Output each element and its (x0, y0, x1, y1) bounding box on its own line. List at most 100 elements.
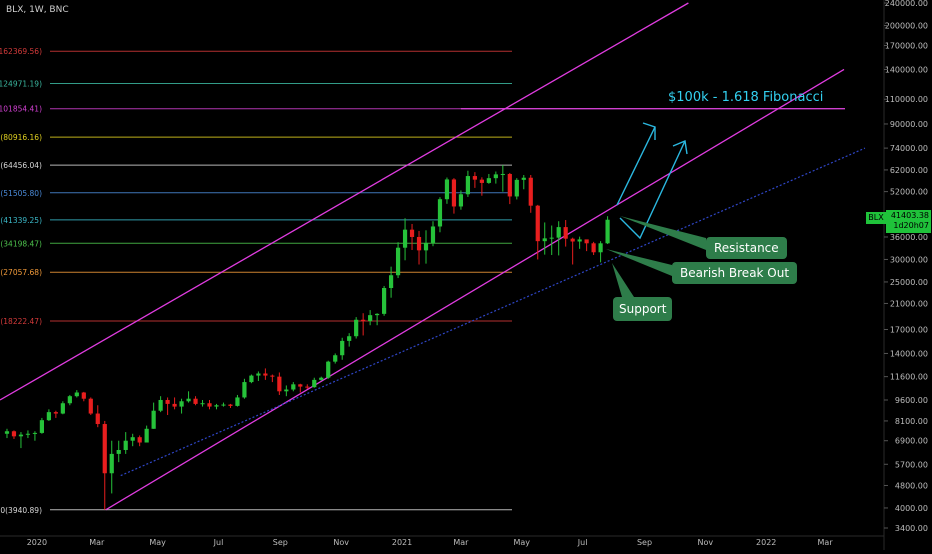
candle-body (361, 319, 366, 322)
x-tick-label: May (149, 538, 166, 547)
x-tick-label: 2020 (27, 538, 47, 547)
breakout-pointer (606, 249, 672, 276)
fib-level-label: 2(124971.19) (0, 79, 42, 88)
candle-body (221, 404, 226, 406)
y-tick-label: 17000.00 (890, 326, 928, 335)
fibonacci-levels: 0(3940.89) 0.236(18222.47) 0.382(27057.68)… (0, 47, 845, 515)
candle-body (151, 410, 156, 429)
projection-arrow-1-head (642, 122, 656, 140)
candle-body (312, 379, 317, 388)
fib-level-label: 0.382(27057.68) (0, 268, 42, 277)
projection-arrow-2-head (672, 140, 688, 155)
y-tick-label: 3400.00 (895, 524, 928, 533)
x-tick-label: Sep (273, 538, 288, 547)
y-tick-label: 5700.00 (895, 460, 928, 469)
candle-body (458, 194, 464, 207)
y-tick-label: 62000.00 (890, 166, 928, 175)
last-price-tag: 41403.38 1d20h07 (886, 210, 931, 233)
x-tick-label: May (514, 538, 531, 547)
candle-body (137, 437, 142, 443)
fib-level-label: 1(64456.04) (0, 161, 42, 170)
candle-body (179, 401, 184, 407)
candle-body (326, 361, 331, 378)
support-pointer (612, 263, 634, 297)
candle-body (53, 412, 58, 414)
candle-body (598, 243, 603, 253)
candle-body (514, 179, 519, 197)
resistance-pointer (620, 216, 706, 250)
candle-body (193, 398, 198, 404)
candle-body (479, 179, 484, 183)
x-tick-label: Nov (333, 538, 349, 547)
candle-body (11, 431, 17, 437)
candle-body (200, 403, 205, 405)
candle-body (242, 382, 247, 398)
candle-body (158, 399, 163, 411)
candle-body (214, 405, 219, 407)
channel-line (105, 68, 845, 511)
candle-body (25, 433, 31, 435)
y-tick-label: 74000.00 (890, 144, 928, 153)
x-tick-label: Jul (577, 538, 588, 547)
x-tick-label: Mar (818, 538, 834, 547)
y-tick-label: 14000.00 (890, 349, 928, 358)
fib-level-label: 0.618(41339.25) (0, 216, 42, 225)
y-tick-label: 200000.00 (885, 21, 928, 30)
candle-body (67, 396, 72, 404)
candle-body (605, 219, 610, 244)
candle-body (577, 239, 582, 242)
y-tick-label: 140000.00 (885, 65, 928, 74)
candle-body (263, 373, 268, 376)
fib-level-label: 0.786(51505.80) (0, 189, 42, 198)
candle-body (430, 226, 436, 243)
candle-body (437, 199, 443, 227)
candle-body (46, 412, 51, 421)
candle-body (535, 205, 540, 242)
candle-body (416, 236, 422, 251)
candle-body (500, 173, 505, 175)
candle-body (340, 340, 345, 356)
y-tick-label: 170000.00 (885, 42, 928, 51)
candle-body (88, 398, 93, 414)
resistance-callout: Resistance (706, 237, 787, 259)
candle-body (144, 428, 149, 443)
projection-arrow-1 (616, 126, 656, 206)
y-tick-label: 25000.00 (890, 278, 928, 287)
candle-body (354, 319, 359, 337)
candle-body (521, 177, 526, 180)
candle-body (549, 237, 554, 239)
candle-body (291, 384, 296, 390)
candle-body (493, 174, 498, 179)
trend-lines (0, 2, 866, 511)
y-tick-label: 11600.00 (890, 373, 928, 382)
candle-body (39, 420, 45, 433)
y-tick-label: 36000.00 (890, 233, 928, 242)
candle-body (409, 229, 415, 237)
y-tick-label: 6900.00 (895, 437, 928, 446)
candle-body (277, 376, 282, 392)
symbol-label: BLX, 1W, BNC (6, 5, 69, 15)
x-tick-label: 2021 (392, 538, 412, 547)
candle-body (451, 179, 457, 207)
candle-body (298, 384, 303, 387)
candle-body (556, 227, 561, 238)
price-ticker-tag: BLX (866, 212, 886, 224)
candle-body (486, 178, 491, 183)
y-tick-label: 30000.00 (890, 255, 928, 264)
y-tick-label: 8100.00 (895, 417, 928, 426)
candle-body (305, 386, 310, 388)
candle-body (207, 403, 212, 407)
overlays (606, 122, 887, 297)
candle-body (563, 227, 568, 239)
candle-body (542, 238, 547, 242)
x-tick-label: Jul (213, 538, 224, 547)
fib-level-label: 0.5(34198.47) (0, 239, 42, 248)
fib-level-label: 0(3940.89) (0, 506, 42, 515)
candle-body (228, 404, 233, 406)
candle-body (235, 397, 240, 406)
candle-body (165, 399, 170, 404)
y-tick-label: 110000.00 (885, 95, 928, 104)
candle-body (444, 179, 450, 200)
candle-body (382, 288, 387, 314)
candle-body (4, 431, 10, 434)
